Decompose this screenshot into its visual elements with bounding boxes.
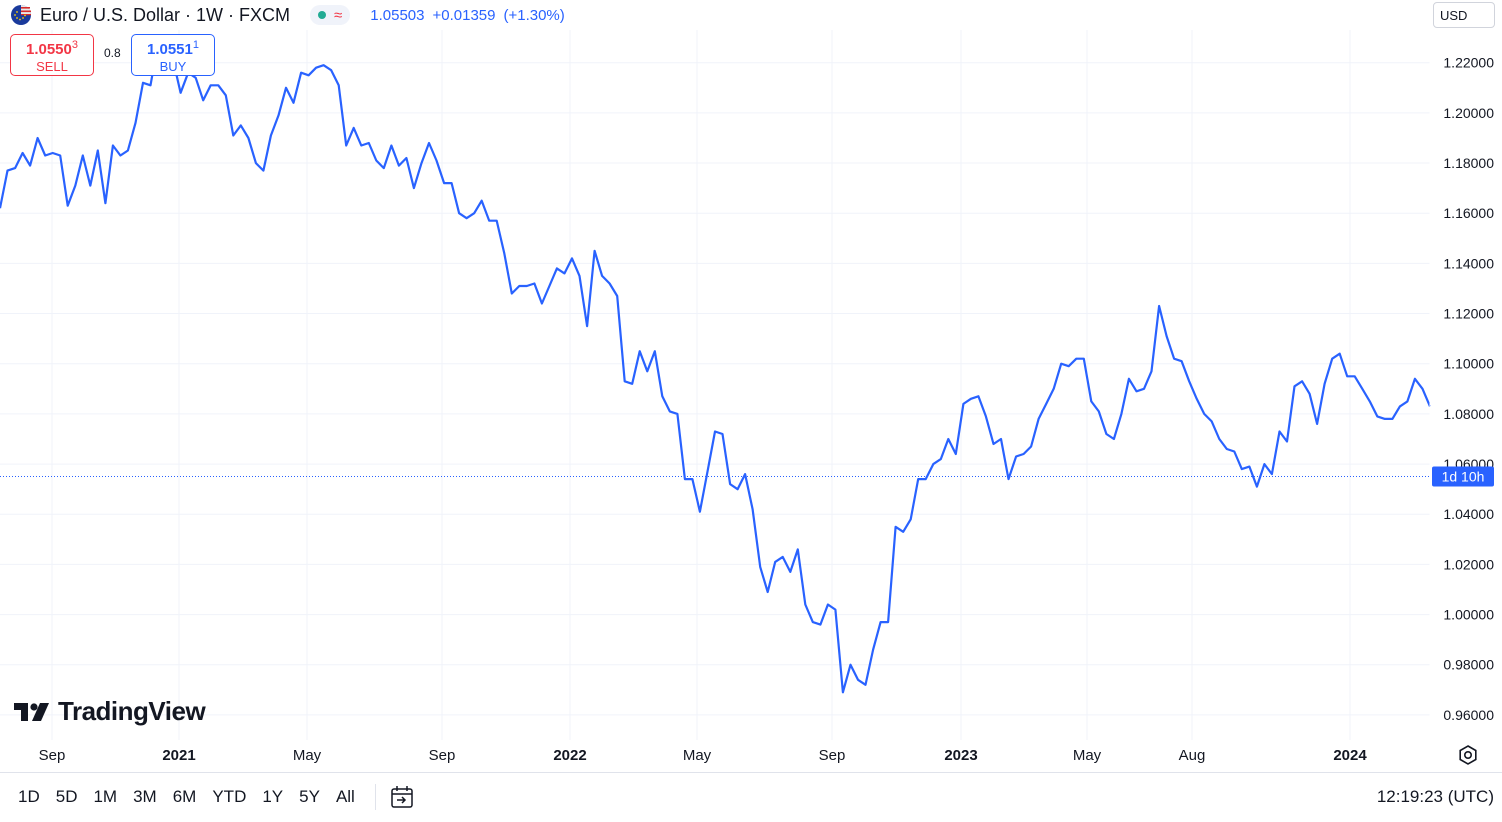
x-tick-label: Sep — [39, 747, 66, 764]
bottom-toolbar: 1D 5D 1M 3M 6M YTD 1Y 5Y All 12:19:23 (U… — [0, 772, 1502, 820]
buy-button[interactable]: 1.05511 BUY — [131, 34, 215, 76]
y-tick-label: 1.20000 — [1443, 105, 1494, 121]
market-open-dot-icon — [318, 11, 327, 19]
range-button-ytd[interactable]: YTD — [212, 786, 247, 806]
symbol-title[interactable]: Euro / U.S. Dollar · 1W · FXCM — [40, 4, 291, 25]
x-tick-label: 2021 — [162, 747, 195, 764]
y-tick-label: 1.02000 — [1443, 556, 1494, 572]
range-button-3m[interactable]: 3M — [133, 786, 157, 806]
x-tick-label: May — [293, 747, 322, 764]
y-tick-label: 1.10000 — [1443, 356, 1494, 372]
sell-label: SELL — [36, 59, 68, 74]
y-tick-label: 1.18000 — [1443, 155, 1494, 171]
chart-header: Euro / U.S. Dollar · 1W · FXCM ≈ 1.05503… — [0, 0, 565, 30]
range-button-5d[interactable]: 5D — [55, 786, 78, 806]
range-buttons: 1D 5D 1M 3M 6M YTD 1Y 5Y All — [12, 787, 361, 807]
brand-name: TradingView — [58, 696, 206, 726]
wave-icon: ≈ — [334, 6, 343, 24]
go-to-date-icon[interactable] — [390, 784, 416, 810]
x-tick-label: 2024 — [1333, 747, 1367, 764]
x-tick-label: Sep — [429, 747, 456, 764]
y-tick-label: 1.12000 — [1443, 306, 1494, 322]
y-tick-label: 1.04000 — [1443, 506, 1494, 522]
y-tick-label: 1.22000 — [1443, 55, 1494, 71]
y-tick-label: 1.14000 — [1443, 255, 1494, 271]
sell-price: 1.05503 — [25, 39, 78, 58]
currency-selector[interactable]: USD — [1433, 2, 1495, 28]
spread-value: 0.8 — [104, 46, 121, 60]
x-tick-label: 2023 — [944, 747, 977, 764]
price-tag-countdown: 1d 10h — [1442, 469, 1485, 485]
x-tick-label: May — [683, 747, 712, 764]
x-tick-label: May — [1073, 747, 1102, 764]
x-tick-label: 2022 — [553, 747, 586, 764]
last-price: 1.05503 — [370, 6, 425, 24]
time-axis[interactable]: Sep 2021 May Sep 2022 May Sep 2023 May Aug 2024 — [39, 747, 1368, 764]
price-chart[interactable]: 1.22000 1.20000 1.18000 1.16000 1.14000 1.120… — [0, 0, 1502, 772]
range-button-5y[interactable]: 5Y — [299, 786, 320, 806]
price-axis[interactable]: 1.22000 1.20000 1.18000 1.16000 1.14000 1.120… — [1443, 55, 1494, 723]
tradingview-logo[interactable]: TradingView — [14, 696, 206, 727]
tradingview-logo-icon — [14, 702, 49, 721]
buy-price: 1.05511 — [146, 39, 199, 58]
range-button-1d[interactable]: 1D — [18, 786, 40, 806]
price-change-percent: (+1.30%) — [503, 6, 565, 24]
series-line-eurusd — [0, 41, 1432, 694]
toolbar-divider — [374, 783, 376, 810]
gear-icon[interactable] — [1457, 744, 1479, 766]
range-button-all[interactable]: All — [335, 786, 355, 806]
eu-us-flag-icon — [10, 4, 32, 26]
price-change: +0.01359 — [432, 6, 496, 24]
x-tick-label: Aug — [1179, 747, 1206, 764]
range-button-1y[interactable]: 1Y — [262, 786, 284, 806]
price-tag: 1d 10h — [1432, 466, 1494, 487]
horizontal-gridlines — [0, 62, 1430, 716]
y-tick-label: 1.08000 — [1443, 406, 1494, 422]
range-button-1m[interactable]: 1M — [93, 786, 118, 806]
market-status-pill[interactable]: ≈ — [310, 5, 351, 25]
vertical-gridlines — [51, 30, 1351, 740]
range-button-6m[interactable]: 6M — [172, 786, 197, 806]
y-tick-label: 1.16000 — [1443, 205, 1494, 221]
y-tick-label: 0.96000 — [1443, 707, 1494, 723]
buy-label: BUY — [159, 59, 187, 74]
x-tick-label: Sep — [819, 747, 846, 764]
sell-button[interactable]: 1.05503 SELL — [10, 34, 94, 76]
y-tick-label: 1.00000 — [1443, 607, 1494, 623]
y-tick-label: 0.98000 — [1443, 657, 1494, 673]
utc-clock[interactable]: 12:19:23 (UTC) — [1376, 786, 1494, 806]
